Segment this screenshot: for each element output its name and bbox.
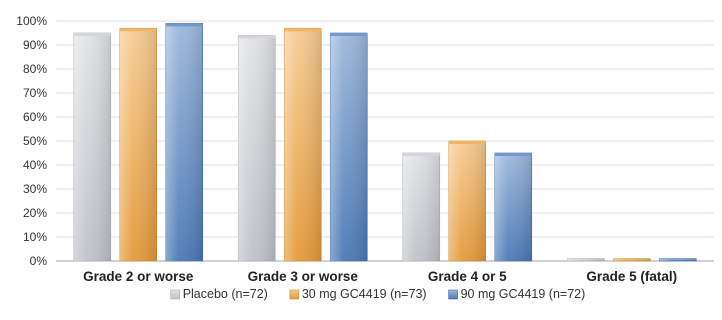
bar-shading: [659, 258, 697, 261]
legend: Placebo (n=72) 30 mg GC4419 (n=73) 90 mg G…: [170, 287, 586, 301]
y-tick-label: 70%: [23, 86, 47, 100]
y-tick-label: 60%: [23, 110, 47, 124]
legend-label: Placebo (n=72): [183, 287, 268, 301]
bar-shading: [567, 258, 605, 261]
legend-label: 90 mg GC4419 (n=72): [461, 287, 586, 301]
y-axis-ticks: 0% 10% 20% 30% 40% 50% 60% 70% 80% 90% 100%: [16, 14, 47, 268]
bar-shading: [73, 33, 111, 261]
bar-shading: [284, 28, 322, 262]
bar-cap: [402, 153, 440, 156]
bar-shading: [494, 153, 532, 261]
bar-shading: [238, 35, 276, 262]
y-tick-label: 0%: [30, 254, 48, 268]
y-tick-label: 40%: [23, 158, 47, 172]
legend-swatch: [170, 289, 180, 300]
legend-label: 30 mg GC4419 (n=73): [302, 287, 427, 301]
bar-shading: [448, 141, 486, 261]
bar-shading: [330, 33, 368, 261]
x-category-label: Grade 3 or worse: [248, 269, 359, 284]
bar-cap: [73, 33, 111, 36]
y-tick-label: 50%: [23, 134, 47, 148]
bar-cap: [448, 141, 486, 144]
bar-cap: [330, 33, 368, 36]
x-category-label: Grade 2 or worse: [83, 269, 194, 284]
legend-swatch: [448, 289, 458, 300]
bar-cap: [119, 28, 157, 32]
bar-cap: [284, 28, 322, 32]
bar-shading: [402, 153, 440, 261]
bar-cap: [494, 153, 532, 156]
y-tick-label: 30%: [23, 182, 47, 196]
y-tick-label: 100%: [16, 14, 47, 28]
y-tick-label: 90%: [23, 38, 47, 52]
bar-cap: [238, 35, 276, 39]
x-axis-labels: Grade 2 or worse Grade 3 or worse Grade 4 …: [83, 269, 677, 284]
x-category-label: Grade 5 (fatal): [586, 269, 677, 284]
y-tick-label: 20%: [23, 206, 47, 220]
legend-swatch: [289, 289, 300, 300]
y-tick-label: 80%: [23, 62, 47, 76]
bar-shading: [165, 23, 203, 262]
x-category-label: Grade 4 or 5: [428, 269, 507, 284]
y-tick-label: 10%: [23, 230, 47, 244]
bars: [73, 23, 697, 262]
bar-shading: [613, 258, 651, 261]
bar-shading: [119, 28, 157, 262]
bar-cap: [165, 23, 203, 27]
